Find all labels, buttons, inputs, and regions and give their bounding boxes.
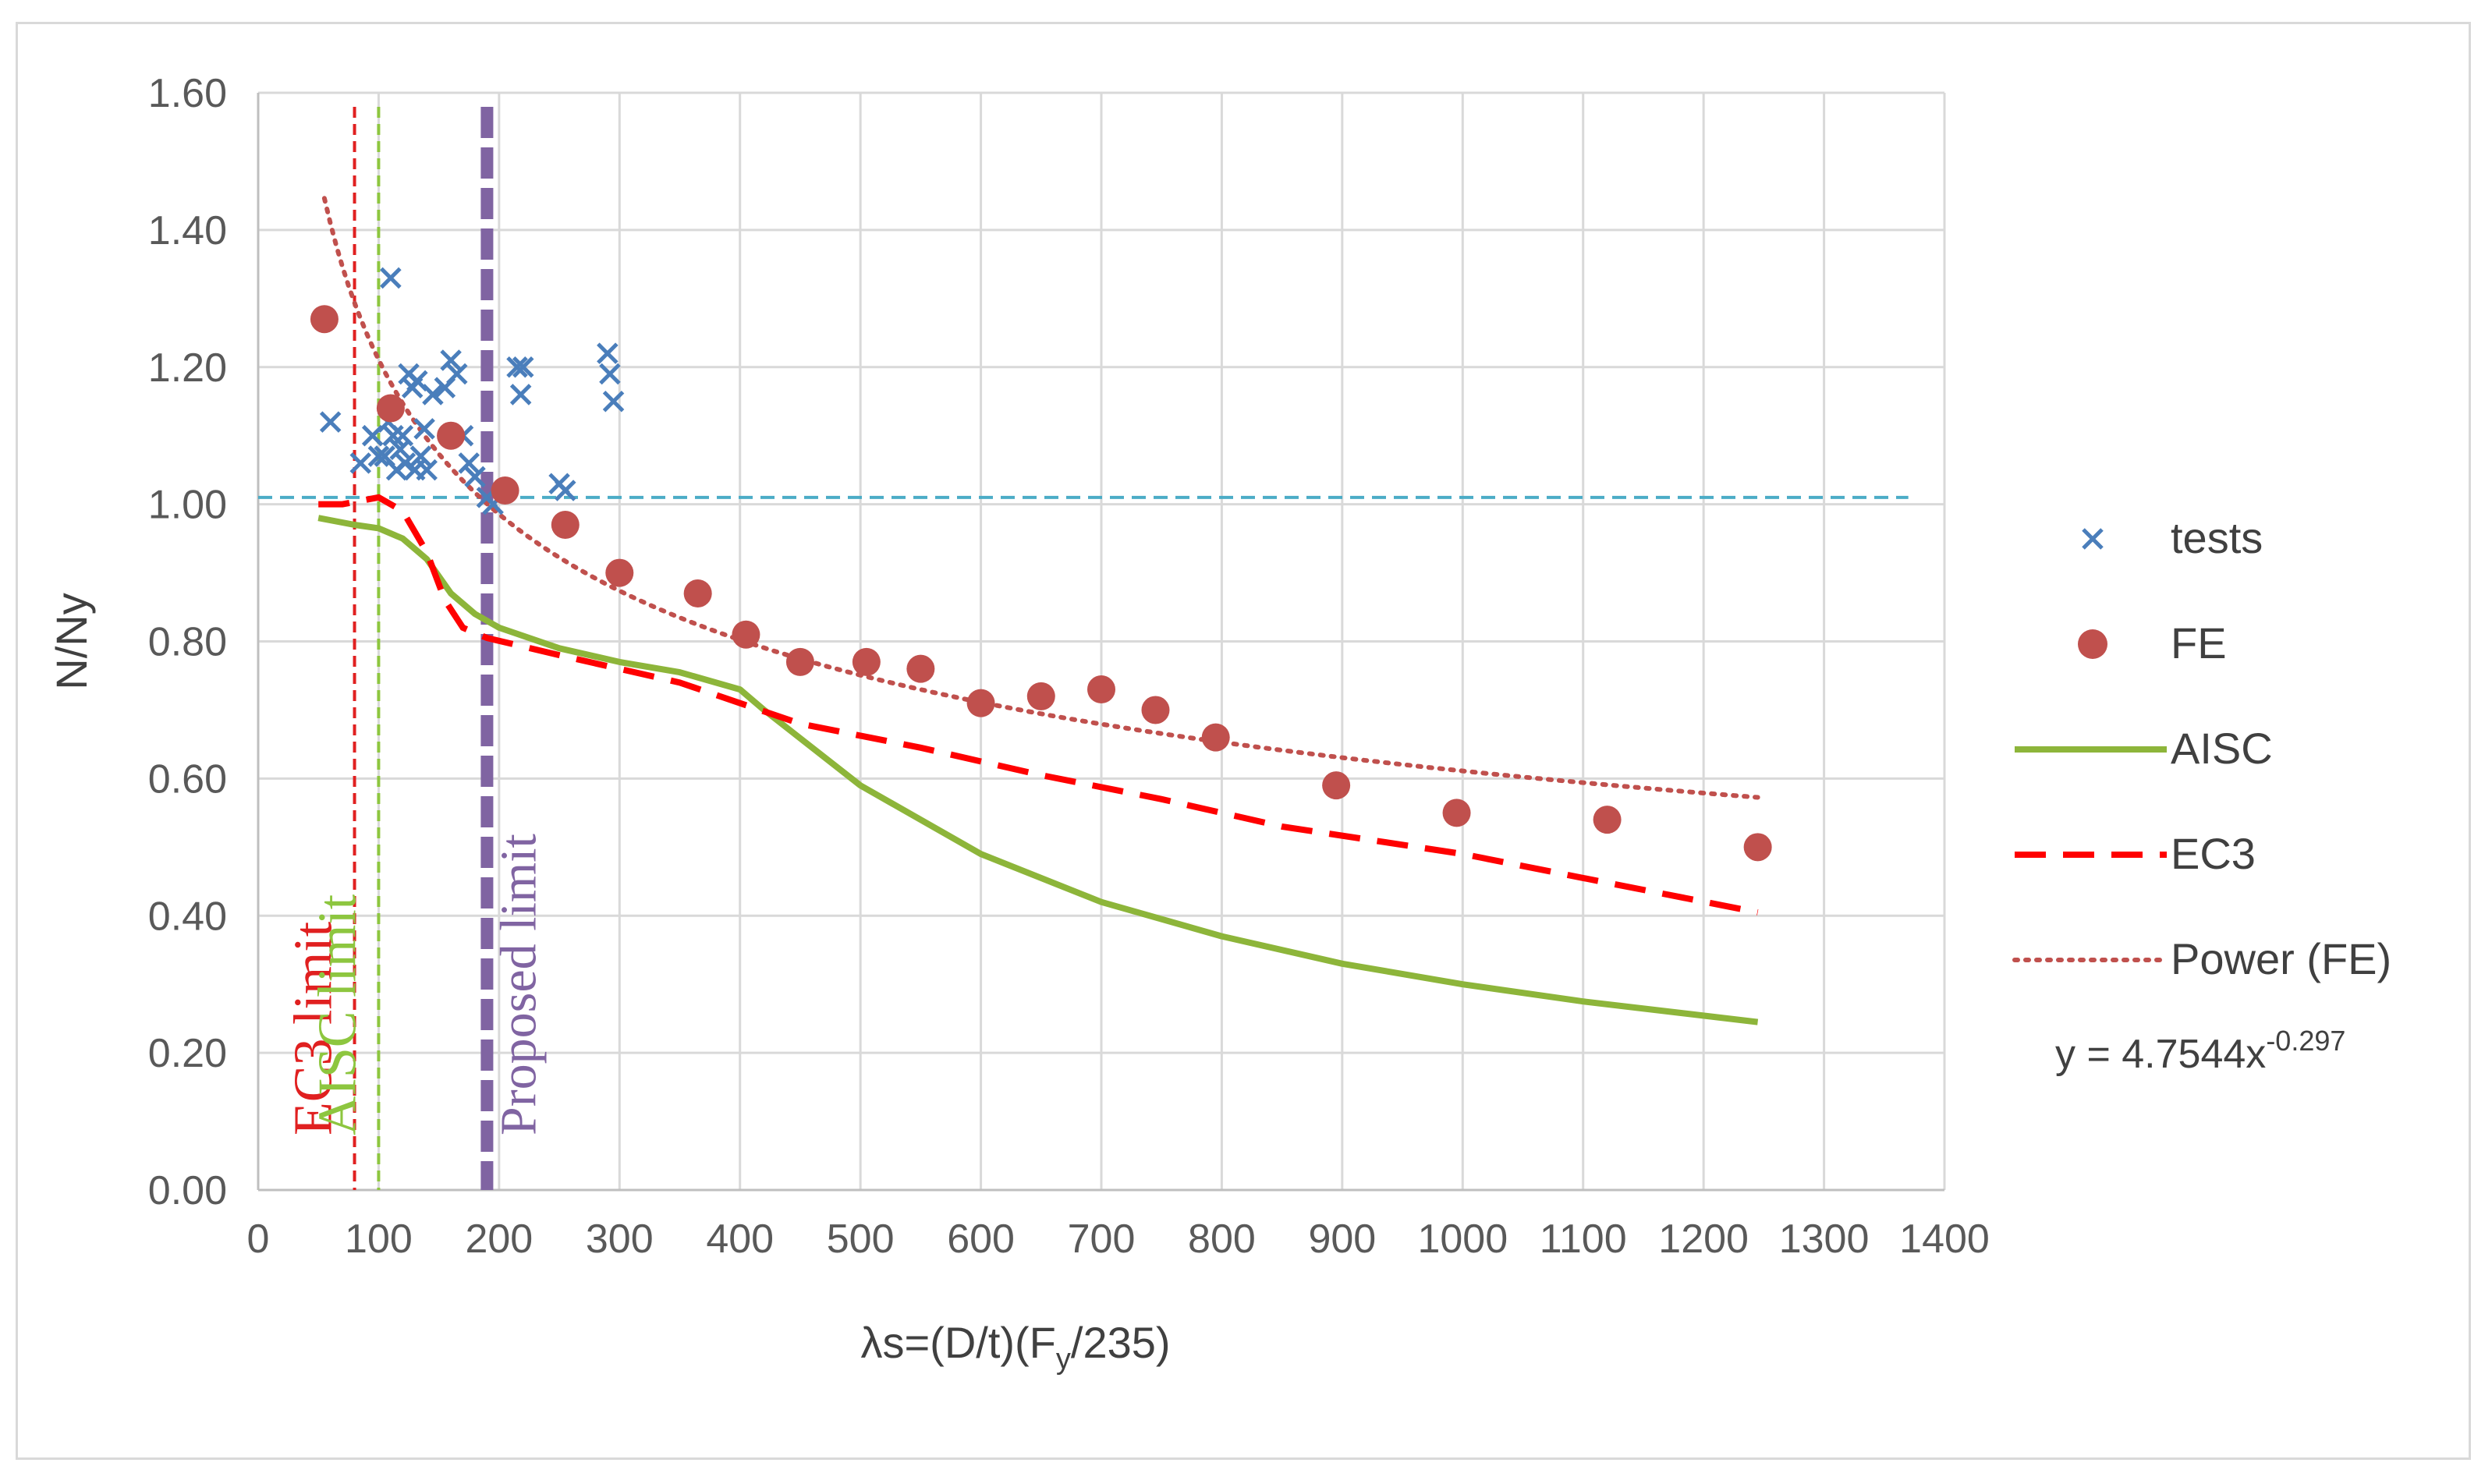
fe-marker xyxy=(683,579,712,607)
x-tick-label: 1400 xyxy=(1899,1217,1990,1262)
tick-labels: 0 100 200 300 400 500 600 700 800 900 1000 1100 1200… xyxy=(148,71,1990,1262)
tests-marker xyxy=(413,418,435,440)
tests-marker xyxy=(380,267,402,289)
y-axis-label: N/Ny xyxy=(47,593,96,689)
fe-marker xyxy=(785,647,814,676)
tests-marker xyxy=(416,459,438,481)
data-series xyxy=(310,196,1772,1025)
tests-marker xyxy=(506,356,528,378)
fe-marker xyxy=(376,394,405,423)
limit-label: AISC limit xyxy=(307,894,367,1135)
legend-ec3-label: EC3 xyxy=(2171,829,2256,878)
y-tick-label: 1.00 xyxy=(148,483,227,528)
y-tick-label: 0.80 xyxy=(148,620,227,665)
tests-marker xyxy=(464,466,486,488)
limit-label: EC3 limit xyxy=(284,921,344,1135)
tests-marker xyxy=(319,411,342,433)
fe-marker xyxy=(1322,771,1351,800)
legend-fe-marker xyxy=(2078,629,2107,659)
tests-marker xyxy=(349,452,372,474)
axes xyxy=(257,93,1944,1192)
x-tick-label: 300 xyxy=(586,1217,654,1262)
legend-fe-label: FE xyxy=(2171,618,2227,668)
chart: 0 100 200 300 400 500 600 700 800 900 1000 1100 1200… xyxy=(47,71,2391,1376)
tests-marker xyxy=(512,356,534,378)
fe-marker xyxy=(906,654,935,683)
tests-marker xyxy=(458,452,480,474)
x-tick-label: 100 xyxy=(345,1217,413,1262)
x-tick-label: 900 xyxy=(1308,1217,1376,1262)
tests-marker xyxy=(394,452,417,474)
tests-marker xyxy=(422,384,444,406)
tests-marker xyxy=(599,363,621,385)
x-tick-label: 800 xyxy=(1188,1217,1256,1262)
axis-titles: N/Ny λs=(D/t)(Fy/235) xyxy=(47,593,1171,1376)
trendline-equation: y = 4.7544x-0.297 xyxy=(2055,1025,2345,1077)
series-ec3 xyxy=(318,494,1759,916)
tests-marker xyxy=(446,363,468,385)
fe-marker xyxy=(491,476,519,505)
fe-marker xyxy=(852,647,881,676)
limit-label: Proposed limit xyxy=(490,834,547,1135)
fe-marker xyxy=(310,305,339,334)
legend-tests-label: tests xyxy=(2171,513,2263,562)
legend-power-label: Power (FE) xyxy=(2171,934,2391,983)
fe-marker xyxy=(1087,675,1115,704)
x-tick-label: 0 xyxy=(247,1217,270,1262)
y-tick-label: 1.40 xyxy=(148,208,227,253)
x-tick-label: 1300 xyxy=(1779,1217,1870,1262)
tests-marker xyxy=(597,342,619,364)
fe-marker xyxy=(1593,806,1622,834)
x-tick-label: 700 xyxy=(1068,1217,1136,1262)
x-axis-label: λs=(D/t)(Fy/235) xyxy=(860,1318,1170,1376)
x-tick-label: 1000 xyxy=(1417,1217,1508,1262)
tests-marker xyxy=(555,480,576,501)
fe-marker xyxy=(1743,833,1772,862)
tests-marker xyxy=(382,424,404,447)
legend: tests FE AISC EC3 Power (FE) y = 4.7544x-0.29… xyxy=(2012,513,2391,1077)
fe-marker xyxy=(732,620,760,649)
fe-marker xyxy=(605,558,634,587)
tests-marker xyxy=(409,445,432,467)
x-tick-label: 600 xyxy=(947,1217,1015,1262)
x-tick-label: 400 xyxy=(706,1217,774,1262)
legend-aisc-label: AISC xyxy=(2171,724,2273,773)
fe-marker xyxy=(1442,799,1471,827)
chart-frame: 0 100 200 300 400 500 600 700 800 900 1000 1100 1200… xyxy=(16,22,2471,1460)
y-tick-label: 0.60 xyxy=(148,756,227,802)
tests-marker xyxy=(440,349,462,371)
tests-marker xyxy=(509,384,532,406)
fe-marker xyxy=(1201,723,1230,752)
tests-marker xyxy=(602,390,625,413)
fe-marker xyxy=(1026,682,1055,710)
y-tick-label: 0.40 xyxy=(148,894,227,939)
fe-marker xyxy=(437,421,466,450)
tests-marker xyxy=(367,445,390,467)
tests-marker xyxy=(392,424,414,447)
legend-tests-marker xyxy=(2082,528,2104,550)
series-aisc xyxy=(317,515,1759,1025)
x-tick-label: 200 xyxy=(465,1217,533,1262)
y-tick-label: 1.60 xyxy=(148,71,227,116)
x-tick-label: 1100 xyxy=(1540,1217,1627,1262)
fe-marker xyxy=(1141,696,1170,724)
x-tick-label: 1200 xyxy=(1658,1217,1749,1262)
y-tick-label: 0.20 xyxy=(148,1031,227,1076)
y-tick-label: 0.00 xyxy=(148,1168,227,1213)
fe-marker xyxy=(966,689,995,717)
x-tick-label: 500 xyxy=(827,1217,895,1262)
fe-marker xyxy=(551,511,580,540)
gridlines xyxy=(257,91,1946,1192)
series-power-fe xyxy=(321,196,1760,800)
y-tick-label: 1.20 xyxy=(148,345,227,391)
